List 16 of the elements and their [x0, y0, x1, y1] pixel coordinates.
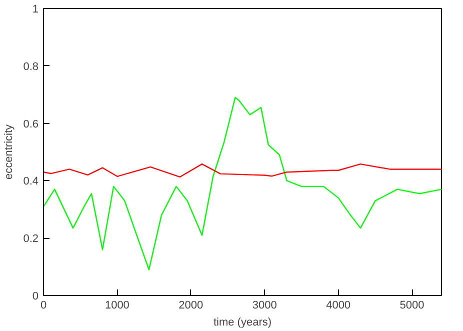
y-tick-label: 0.8	[23, 60, 39, 73]
x-tick-label: 3000	[252, 300, 277, 312]
x-tick-label: 0	[40, 300, 47, 312]
line-series	[44, 163, 442, 178]
y-axis-title: eccentricity	[3, 124, 16, 180]
x-tick-label: 5000	[400, 300, 424, 312]
y-tick-label: 0	[32, 290, 39, 302]
line-series	[44, 96, 442, 270]
x-tick-label: 4000	[326, 300, 351, 312]
y-tick-label: 1	[32, 4, 39, 16]
x-tick-label: 2000	[178, 300, 204, 312]
x-tick-label: 1000	[104, 300, 130, 312]
x-axis-title: time (years)	[213, 316, 272, 328]
y-tick-label: 0.6	[23, 118, 39, 130]
y-tick-label: 0.2	[23, 233, 39, 246]
y-tick-label: 0.4	[23, 176, 39, 188]
